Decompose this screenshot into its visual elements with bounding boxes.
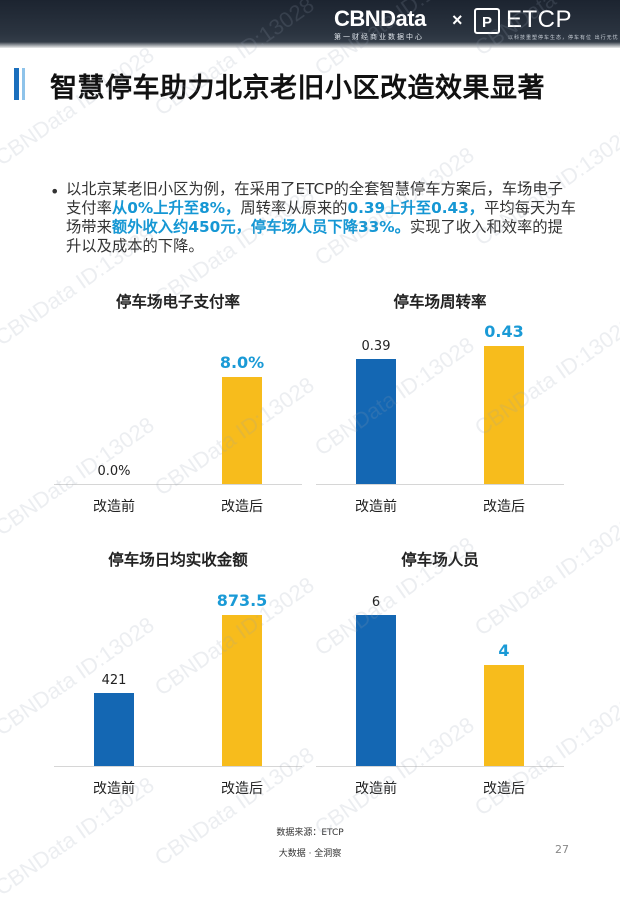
partner-logo: ETCP — [506, 6, 573, 33]
chart-title: 停车场电子支付率 — [115, 293, 240, 311]
title-accent-bar-light — [22, 68, 25, 100]
body-text: 实现了收入和效率的提升以及成本的下降。 — [66, 218, 563, 255]
chart-title: 停车场日均实收金额 — [108, 551, 248, 569]
data-label: 873.5 — [216, 591, 268, 610]
data-label: 0.0% — [97, 464, 131, 479]
highlight-text: 0.39上升至0.43， — [347, 199, 485, 217]
chart-axis-line — [316, 766, 564, 767]
category-label: 改造前 — [93, 499, 135, 515]
data-label: 0.43 — [484, 322, 524, 341]
partner-times-sign: × — [452, 10, 463, 30]
brand-logo: CBNData — [334, 6, 426, 31]
bar-before — [356, 358, 396, 484]
category-label: 改造后 — [483, 781, 525, 797]
data-label: 4 — [498, 641, 510, 661]
category-label: 改造前 — [355, 781, 397, 797]
etcp-logo-icon: P — [474, 8, 500, 34]
category-label: 改造前 — [355, 499, 397, 515]
body-text: 以北京某老旧小区为例，在采用了ETCP的全套智慧停车方案后，车场电子支付率 — [66, 180, 563, 217]
bar-after — [484, 665, 524, 766]
footer-slogan: 大数据 · 全洞察 — [278, 849, 342, 859]
bullet-dot: • — [50, 182, 60, 201]
data-label: 0.39 — [361, 338, 391, 354]
data-label: 421 — [101, 673, 127, 689]
chart-title: 停车场人员 — [401, 551, 479, 569]
data-label: 8.0% — [219, 353, 265, 372]
bar-before — [356, 615, 396, 766]
title-accent-bar — [14, 68, 19, 100]
partner-subtitle: 以科技重塑停车生态，停车有位 出行无忧 — [508, 35, 619, 41]
bar-after — [222, 377, 262, 484]
highlight-text: 额外收入约450元，停车场人员下降33%。 — [111, 218, 410, 236]
watermark-text: CBNData ID:13028 — [470, 511, 620, 641]
watermark-text: CBNData ID:13028 — [0, 41, 159, 171]
category-label: 改造前 — [93, 781, 135, 797]
data-label: 6 — [371, 595, 381, 610]
header-bar — [0, 0, 620, 48]
category-label: 改造后 — [221, 499, 263, 515]
chart-axis-line — [316, 484, 564, 485]
highlight-text: 从0%上升至8%， — [111, 199, 241, 217]
data-source: 数据来源：ETCP — [276, 828, 344, 838]
page-number: 27 — [555, 843, 569, 856]
body-text: 周转率从原来的 — [240, 199, 348, 217]
chart-title: 停车场周转率 — [393, 293, 487, 311]
bar-before — [94, 693, 134, 766]
bar-after — [222, 615, 262, 766]
chart-axis-line — [54, 484, 302, 485]
body-text: 平均每天为车场带来 — [66, 199, 576, 236]
page-title: 智慧停车助力北京老旧小区改造效果显著 — [50, 73, 545, 104]
chart-axis-line — [54, 766, 302, 767]
category-label: 改造后 — [221, 781, 263, 797]
brand-subtitle: 第一财经商业数据中心 — [334, 33, 424, 41]
bar-after — [484, 346, 524, 484]
category-label: 改造后 — [483, 499, 525, 515]
summary-paragraph: 以北京某老旧小区为例，在采用了ETCP的全套智慧停车方案后，车场电子支付率从0%… — [66, 180, 576, 256]
